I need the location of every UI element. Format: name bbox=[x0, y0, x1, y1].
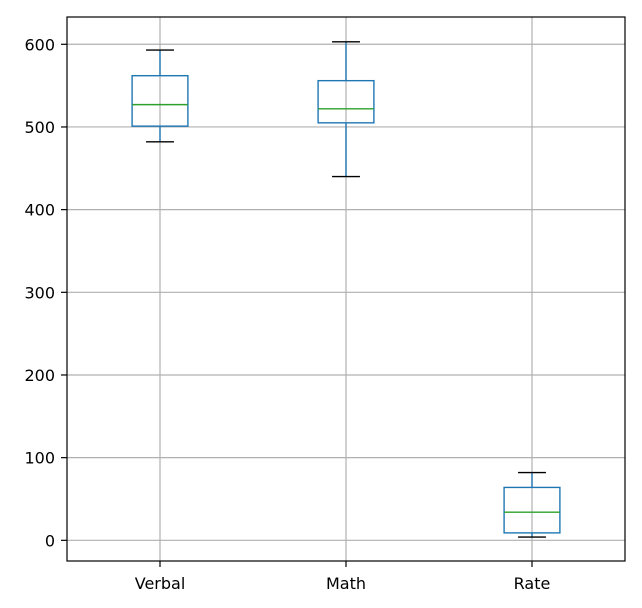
axis-ticks: 0 100 200 300 400 500 600 Verbal Math Rate bbox=[24, 35, 550, 593]
y-tick-label: 100 bbox=[24, 449, 55, 468]
box-verbal bbox=[131, 49, 189, 143]
grid-lines bbox=[67, 17, 625, 561]
y-tick-label: 500 bbox=[24, 118, 55, 137]
box-plot-series bbox=[131, 41, 561, 538]
iqr-box bbox=[503, 486, 561, 534]
y-tick-label: 400 bbox=[24, 201, 55, 220]
box-rate bbox=[503, 471, 561, 538]
iqr-box bbox=[131, 74, 189, 127]
y-tick-label: 600 bbox=[24, 35, 55, 54]
x-tick-label: Rate bbox=[514, 574, 551, 593]
x-tick-label: Math bbox=[326, 574, 366, 593]
y-tick-label: 0 bbox=[45, 531, 55, 550]
y-tick-label: 300 bbox=[24, 283, 55, 302]
x-tick-label: Verbal bbox=[135, 574, 186, 593]
iqr-box bbox=[317, 79, 375, 124]
y-tick-label: 200 bbox=[24, 366, 55, 385]
box-math bbox=[317, 41, 375, 178]
